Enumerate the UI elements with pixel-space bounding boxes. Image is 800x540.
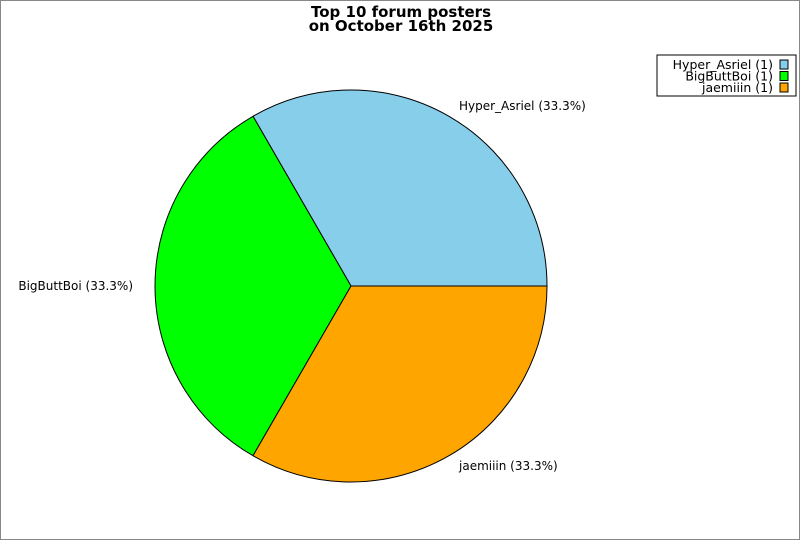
slice-label: Hyper_Asriel (33.3%)	[459, 99, 586, 113]
pie-slice-hyper_asriel	[252, 89, 548, 287]
legend-entry: BigButtBoi (1)	[685, 69, 773, 84]
legend-swatch	[779, 71, 789, 81]
legend-entry: Hyper_Asriel (1)	[673, 57, 773, 72]
legend-box	[656, 54, 797, 97]
pie-slice-bigbuttboi	[154, 115, 352, 457]
legend-swatch	[779, 59, 789, 70]
pie-slice-jaemiiin	[252, 285, 548, 483]
legend-entry: jaemiiin (1)	[701, 80, 773, 95]
chart-title-line-1: Top 10 forum posters	[311, 3, 491, 21]
legend-swatch	[779, 82, 789, 93]
slice-label: jaemiiin (33.3%)	[458, 459, 558, 473]
chart-title-line-2: on October 16th 2025	[309, 17, 494, 35]
slice-label: BigButtBoi (33.3%)	[18, 279, 133, 293]
